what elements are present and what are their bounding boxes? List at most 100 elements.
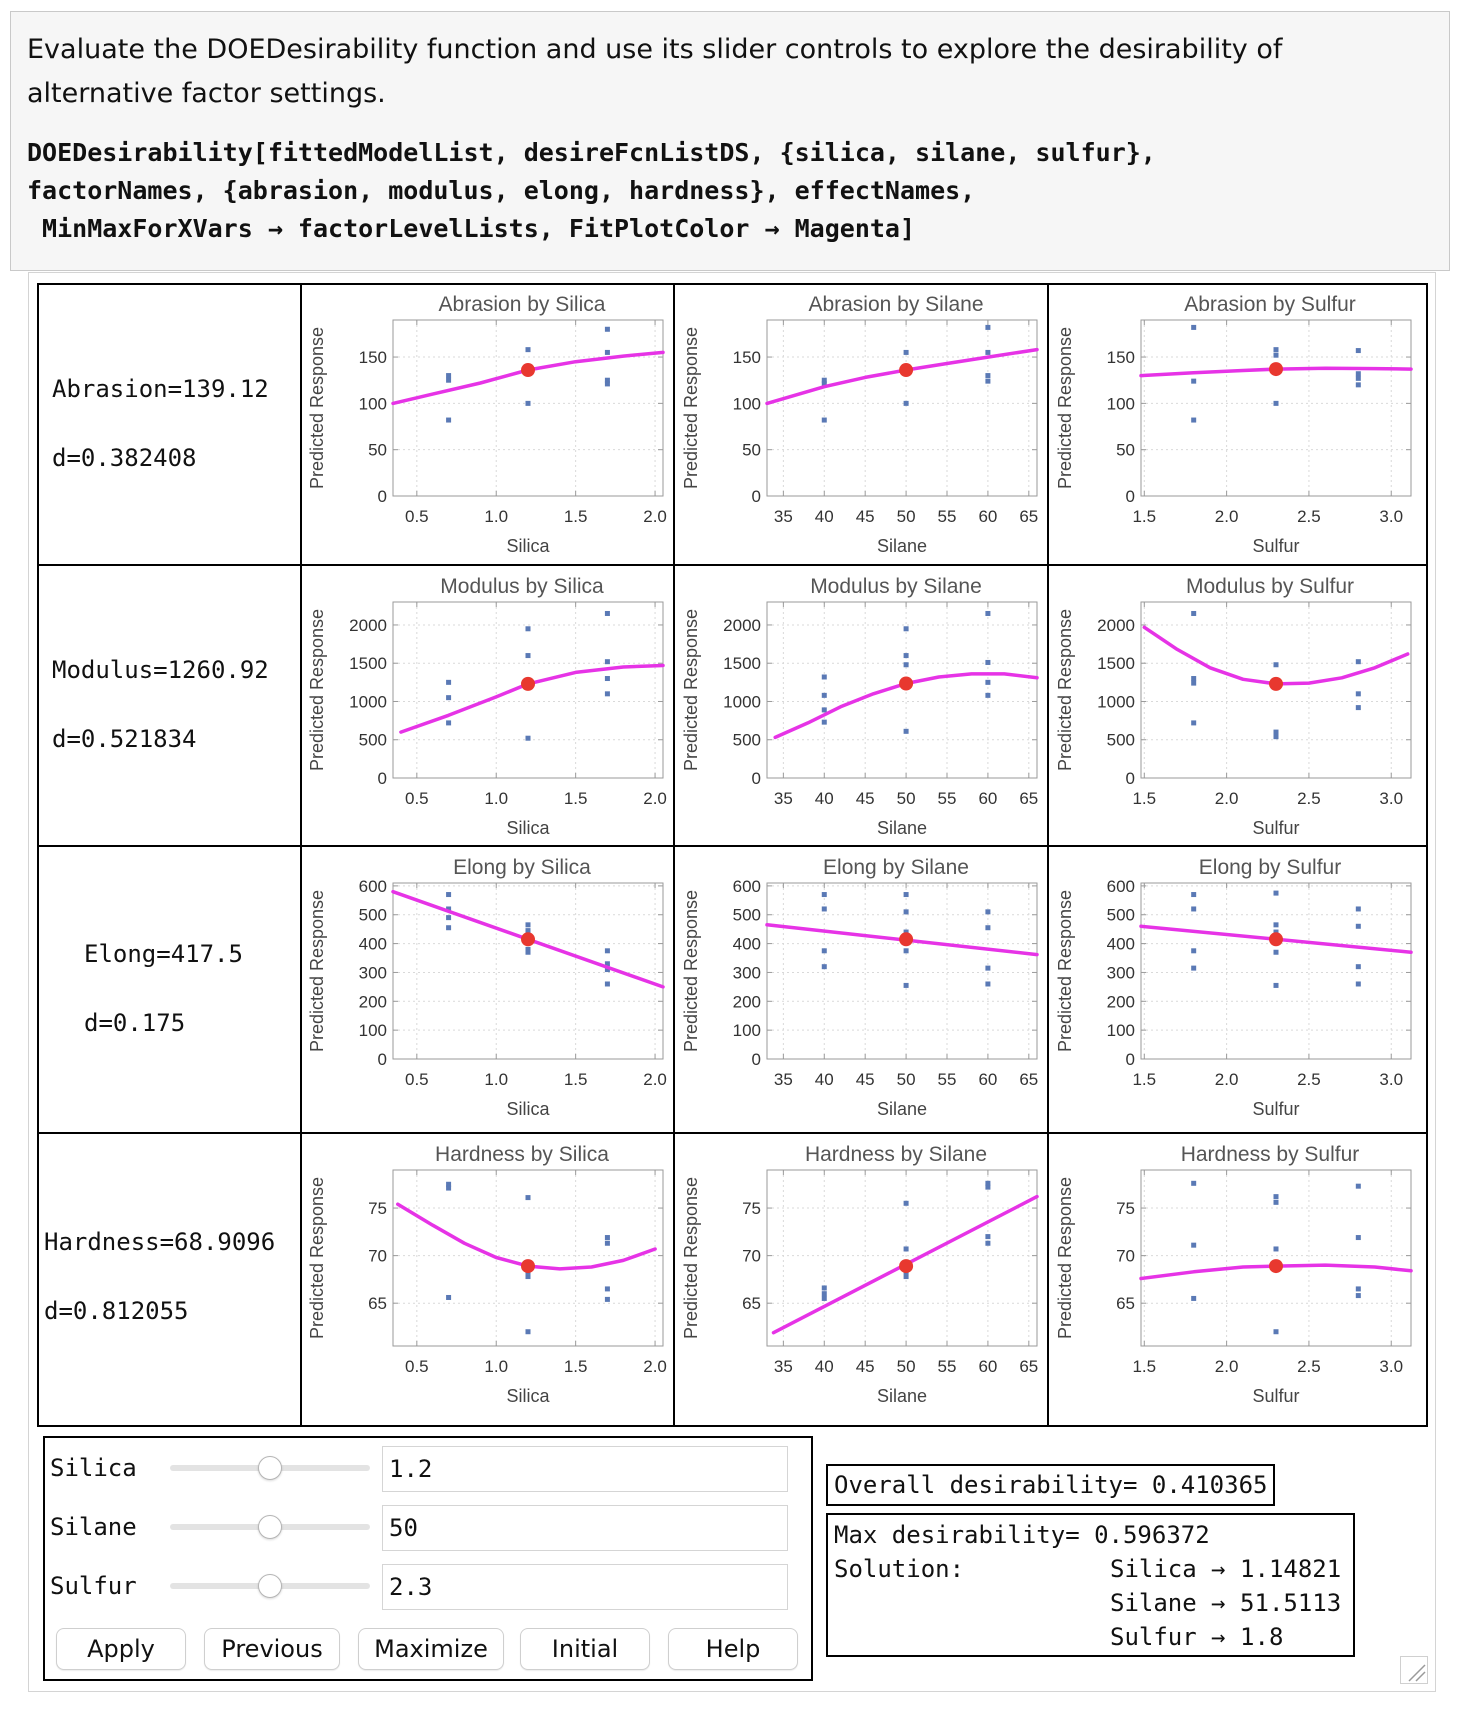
y-tick-label: 0 bbox=[378, 487, 387, 506]
data-point bbox=[821, 377, 827, 383]
plot-frame bbox=[1140, 319, 1412, 497]
silane-input[interactable]: 50 bbox=[382, 1505, 788, 1551]
code-line-3[interactable]: MinMaxForXVars → factorLevelLists, FitPl… bbox=[27, 214, 916, 243]
data-point bbox=[1273, 352, 1279, 358]
silica-input[interactable]: 1.2 bbox=[382, 1446, 788, 1492]
previous-button[interactable]: Previous bbox=[204, 1628, 340, 1670]
y-tick-label: 1500 bbox=[349, 654, 387, 673]
solution-silane: Silane → 51.5113 bbox=[1110, 1589, 1342, 1617]
current-setting-point bbox=[521, 1259, 535, 1274]
chart-title: Hardness by Sulfur bbox=[1181, 1143, 1360, 1166]
chart-abrasion-by-silane: 35 40 45 50 55 60 65 0 50 100 150 Abrasion by Silan… bbox=[675, 284, 1047, 564]
chart-title: Hardness by Silane bbox=[805, 1143, 987, 1166]
x-tick-label: 2.0 bbox=[1215, 1070, 1239, 1089]
data-point bbox=[604, 676, 610, 682]
x-tick-label: 45 bbox=[856, 1070, 875, 1089]
data-point bbox=[985, 925, 991, 931]
apply-button[interactable]: Apply bbox=[56, 1628, 186, 1670]
data-point bbox=[446, 906, 452, 912]
data-point bbox=[985, 909, 991, 915]
fitted-curve bbox=[765, 347, 1039, 406]
data-point bbox=[903, 909, 909, 915]
sulfur-input[interactable]: 2.3 bbox=[382, 1564, 788, 1610]
code-line-1[interactable]: DOEDesirability[fittedModelList, desireF… bbox=[27, 138, 1156, 167]
data-point bbox=[446, 1185, 452, 1191]
x-tick-label: 60 bbox=[978, 507, 997, 526]
output-frame bbox=[28, 272, 1436, 1692]
current-setting-point bbox=[1269, 362, 1283, 377]
y-axis-label: Predicted Response bbox=[1055, 327, 1075, 489]
data-point bbox=[1191, 892, 1197, 898]
y-tick-label: 500 bbox=[359, 906, 387, 925]
data-point bbox=[525, 946, 531, 952]
initial-button[interactable]: Initial bbox=[520, 1628, 650, 1670]
y-tick-label: 500 bbox=[1107, 731, 1135, 750]
data-point bbox=[525, 928, 531, 934]
y-tick-label: 1500 bbox=[723, 654, 761, 673]
data-point bbox=[1191, 378, 1197, 384]
grid-rule bbox=[37, 564, 1428, 566]
data-point bbox=[821, 381, 827, 387]
sulfur-slider-thumb[interactable] bbox=[258, 1574, 282, 1598]
code-line-2[interactable]: factorNames, {abrasion, modulus, elong, … bbox=[27, 176, 976, 205]
data-point bbox=[985, 373, 991, 379]
plot-frame bbox=[1140, 1169, 1412, 1347]
y-tick-label: 600 bbox=[733, 877, 761, 896]
data-point bbox=[446, 915, 452, 921]
data-point bbox=[1191, 680, 1197, 686]
x-axis-label: Silica bbox=[506, 536, 550, 556]
data-point bbox=[1273, 400, 1279, 406]
plot-frame bbox=[766, 1169, 1038, 1347]
silane-slider-thumb[interactable] bbox=[258, 1515, 282, 1539]
data-point bbox=[446, 417, 452, 423]
maximize-button[interactable]: Maximize bbox=[358, 1628, 504, 1670]
x-axis-label: Sulfur bbox=[1252, 818, 1299, 838]
abrasion-desirability: d=0.382408 bbox=[52, 444, 197, 472]
x-tick-label: 55 bbox=[938, 789, 957, 808]
silane-label: Silane bbox=[50, 1513, 137, 1541]
y-tick-label: 75 bbox=[742, 1199, 761, 1218]
silica-slider-thumb[interactable] bbox=[258, 1456, 282, 1480]
x-axis-label: Sulfur bbox=[1252, 536, 1299, 556]
data-point bbox=[1273, 1329, 1279, 1335]
x-tick-label: 3.0 bbox=[1379, 1357, 1403, 1376]
chart-title: Modulus by Sulfur bbox=[1186, 575, 1354, 598]
y-tick-label: 600 bbox=[359, 877, 387, 896]
data-point bbox=[985, 324, 991, 330]
y-tick-label: 70 bbox=[1116, 1247, 1135, 1266]
chart-title: Abrasion by Sulfur bbox=[1184, 293, 1356, 316]
y-tick-label: 300 bbox=[1107, 963, 1135, 982]
x-axis-label: Sulfur bbox=[1252, 1099, 1299, 1119]
plot-frame bbox=[1140, 882, 1412, 1060]
data-point bbox=[821, 1291, 827, 1297]
x-tick-label: 1.5 bbox=[564, 789, 588, 808]
sulfur-label: Sulfur bbox=[50, 1572, 137, 1600]
x-tick-label: 2.0 bbox=[1215, 1357, 1239, 1376]
data-point bbox=[1191, 720, 1197, 726]
grid-rule bbox=[673, 283, 675, 1427]
x-tick-label: 45 bbox=[856, 507, 875, 526]
chart-modulus-by-silica: 0.5 1.0 1.5 2.0 0 500 1000 1500 2000 Modulus by S… bbox=[301, 566, 673, 846]
help-button[interactable]: Help bbox=[668, 1628, 798, 1670]
data-point bbox=[1273, 890, 1279, 896]
x-tick-label: 35 bbox=[774, 507, 793, 526]
data-point bbox=[525, 653, 531, 659]
x-tick-label: 40 bbox=[815, 1070, 834, 1089]
y-tick-label: 100 bbox=[1107, 1021, 1135, 1040]
x-tick-label: 3.0 bbox=[1379, 1070, 1403, 1089]
current-setting-point bbox=[521, 932, 535, 947]
current-setting-point bbox=[899, 932, 914, 947]
resize-handle[interactable] bbox=[1400, 1656, 1428, 1684]
x-tick-label: 55 bbox=[938, 1357, 957, 1376]
x-axis-label: Silica bbox=[506, 818, 550, 838]
y-axis-label: Predicted Response bbox=[1055, 609, 1075, 771]
chart-title: Hardness by Silica bbox=[435, 1143, 609, 1166]
data-point bbox=[1355, 964, 1361, 970]
x-tick-label: 65 bbox=[1019, 1357, 1038, 1376]
fitted-curve bbox=[391, 350, 665, 406]
silica-label: Silica bbox=[50, 1454, 137, 1482]
x-tick-label: 50 bbox=[897, 1357, 916, 1376]
grid-rule bbox=[300, 283, 302, 1427]
data-point bbox=[604, 948, 610, 954]
data-point bbox=[446, 1294, 452, 1300]
